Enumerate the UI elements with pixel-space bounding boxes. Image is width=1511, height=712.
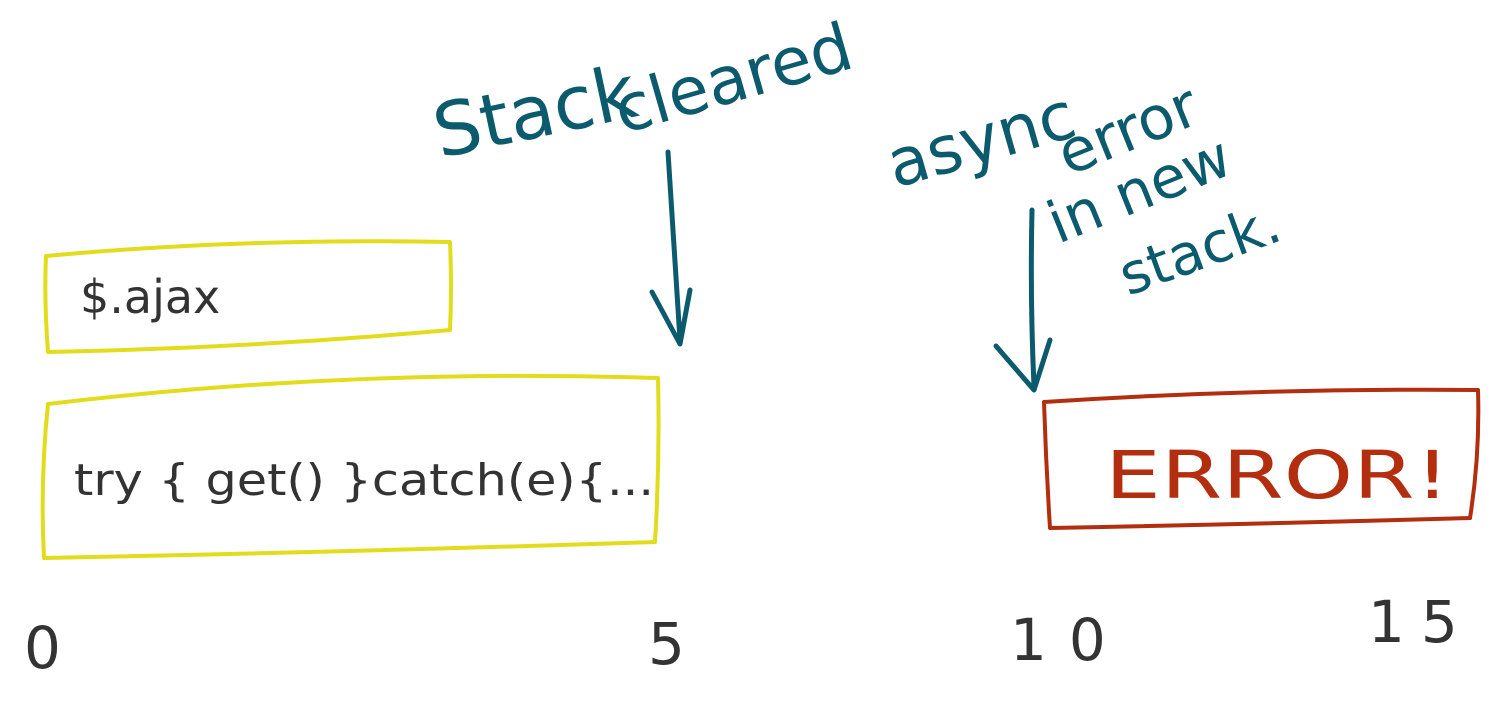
tick-15: 15 <box>1368 588 1474 656</box>
ajax-box <box>43 239 453 354</box>
stack-frame-error: ERROR! <box>1042 387 1481 530</box>
try-label: try { get() }catch(e){... <box>74 455 654 506</box>
error-box <box>1042 387 1481 530</box>
stack-cleared-line-1: Stack <box>426 49 644 176</box>
stack-cleared-arrow <box>649 149 693 347</box>
tick-5: 5 <box>648 610 685 678</box>
ajax-label: $.ajax <box>80 270 220 324</box>
error-label: ERROR! <box>1105 437 1450 514</box>
try-box <box>40 373 661 560</box>
stack-frame-ajax: $.ajax <box>43 239 453 354</box>
timeline-axis: 0 5 10 15 <box>24 588 1474 682</box>
tick-0: 0 <box>24 614 61 682</box>
async-error-arrow <box>993 207 1053 393</box>
annotation-stack-cleared: Stack cleared <box>426 8 861 347</box>
stack-frame-try: try { get() }catch(e){... <box>40 373 661 560</box>
annotation-async-error: async error in new stack. <box>878 70 1289 393</box>
stack-cleared-line-2: cleared <box>605 8 861 149</box>
tick-10: 10 <box>1010 606 1128 674</box>
